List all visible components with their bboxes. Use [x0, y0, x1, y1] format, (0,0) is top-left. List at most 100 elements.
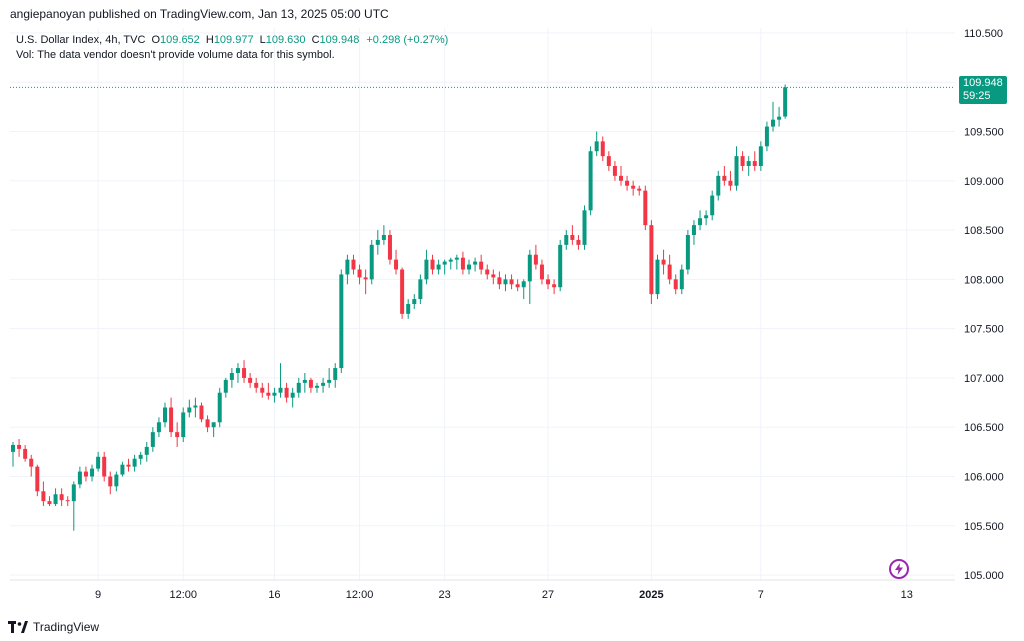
candle-body	[716, 175, 721, 196]
candle-body	[673, 279, 678, 290]
candle-body	[497, 277, 502, 285]
candle	[327, 368, 332, 388]
legend-high-label: H	[205, 34, 214, 46]
candle-body	[704, 215, 709, 219]
candle-body	[138, 454, 143, 459]
candle-body	[764, 126, 769, 147]
candle	[473, 257, 478, 272]
candle-body	[260, 387, 265, 393]
candle	[619, 166, 623, 186]
candle	[278, 363, 283, 398]
candle-body	[722, 175, 727, 181]
candle	[412, 294, 417, 309]
candle	[588, 146, 593, 216]
candle-body	[539, 264, 544, 280]
candle-body	[175, 432, 180, 438]
candle	[527, 249, 532, 304]
x-tick-label: 16	[268, 589, 280, 601]
candle	[740, 151, 745, 171]
candle	[11, 442, 15, 467]
candle-body	[685, 235, 690, 270]
candle	[752, 151, 757, 171]
candle-body	[710, 195, 715, 216]
candle	[235, 363, 240, 383]
lightning-icon[interactable]	[888, 558, 910, 580]
candle	[144, 442, 149, 462]
candle	[132, 454, 137, 472]
published-text: angiepanoyan published on TradingView.co…	[10, 7, 389, 21]
candle-body	[600, 141, 605, 157]
candle	[503, 274, 508, 292]
x-tick-label: 9	[95, 589, 101, 601]
candle-body	[412, 299, 417, 304]
candle-body	[418, 279, 423, 300]
candle-body	[284, 387, 289, 398]
x-tick-label: 23	[439, 589, 451, 601]
last-price-value: 109.948	[963, 77, 1003, 89]
x-tick-label: 2025	[639, 589, 663, 601]
candle-body	[11, 444, 15, 452]
candle-body	[278, 387, 283, 393]
candle	[643, 185, 648, 231]
candle-body	[23, 448, 28, 459]
candle-body	[564, 235, 569, 245]
candle	[764, 121, 769, 152]
candle	[564, 230, 569, 250]
candle-body	[612, 166, 617, 176]
candle-body	[576, 239, 581, 245]
candle	[448, 257, 453, 270]
candle-body	[333, 368, 338, 380]
candle	[308, 377, 313, 393]
legend-open: 109.652	[160, 34, 200, 46]
candle	[351, 254, 356, 275]
candle	[369, 239, 374, 285]
candle	[667, 254, 672, 285]
candles-group	[11, 84, 788, 531]
chart-grid	[10, 28, 955, 580]
candle-body	[114, 474, 119, 487]
candle-body	[491, 274, 496, 278]
candle-body	[108, 476, 113, 487]
legend-symbol: U.S. Dollar Index, 4h, TVC	[16, 34, 146, 46]
tradingview-logo-icon	[8, 621, 28, 633]
candle	[229, 368, 234, 388]
candle-body	[394, 259, 399, 270]
candle-body	[777, 116, 782, 120]
candle	[479, 254, 484, 275]
candle-body	[381, 235, 386, 240]
legend-low-label: L	[259, 34, 266, 46]
candle-body	[53, 494, 58, 505]
candle	[242, 360, 247, 383]
candle	[53, 488, 58, 507]
candle-body	[655, 259, 660, 295]
y-tick-label: 109.000	[964, 176, 1004, 188]
candle	[47, 496, 52, 507]
x-tick-label: 12:00	[169, 589, 197, 601]
candle	[704, 210, 709, 226]
candle-body	[521, 281, 526, 288]
candle	[631, 180, 636, 196]
candle-body	[448, 259, 453, 262]
candle	[254, 377, 259, 393]
candle	[394, 249, 399, 275]
candle-body	[345, 259, 350, 275]
candle	[558, 239, 563, 292]
candle	[363, 269, 368, 295]
candle	[533, 244, 538, 270]
candle-body	[479, 261, 484, 270]
candle	[387, 230, 392, 265]
x-axis: 9 12:00 16 12:00 23 27 2025 7 13	[95, 589, 913, 601]
candle	[71, 481, 76, 531]
candle	[612, 161, 617, 181]
candle-body	[509, 279, 514, 285]
candle	[771, 101, 775, 132]
candle-body	[41, 491, 46, 502]
legend-change: +0.298 (+0.27%)	[366, 34, 449, 46]
candle	[108, 471, 113, 495]
candle-body	[248, 377, 253, 383]
candle-body	[339, 274, 344, 369]
candle	[783, 84, 788, 119]
candle	[430, 254, 435, 275]
candle	[485, 264, 490, 280]
